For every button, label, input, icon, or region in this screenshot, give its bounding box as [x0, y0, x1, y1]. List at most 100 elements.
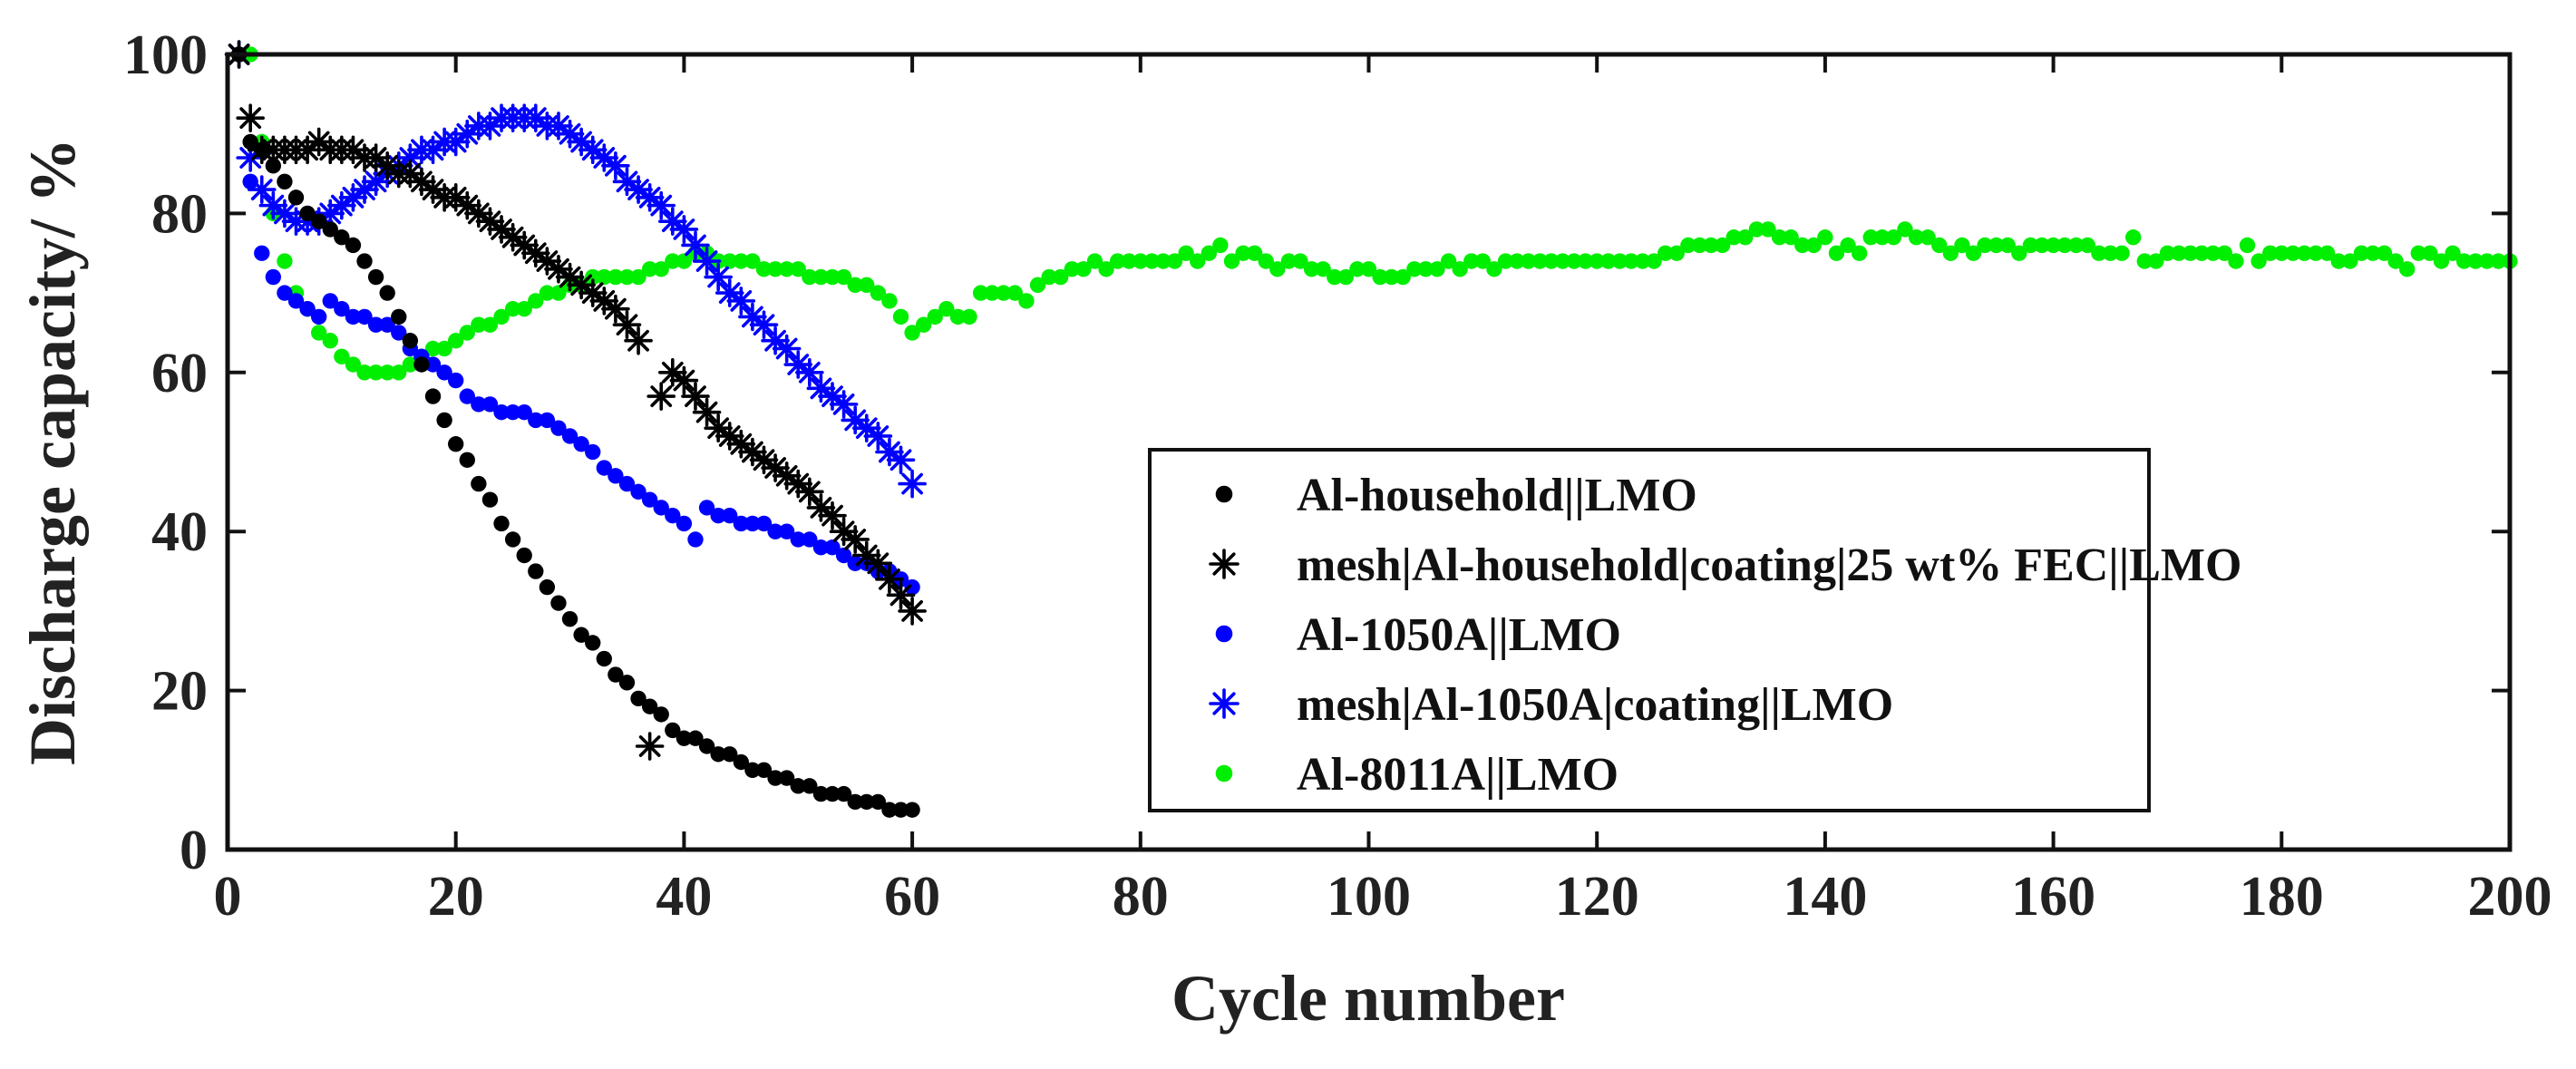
- data-point: [778, 261, 795, 277]
- data-point: [1828, 245, 1845, 261]
- data-point: [1337, 268, 1355, 286]
- data-point: [1703, 237, 1719, 254]
- data-point: [1053, 268, 1069, 286]
- data-point: [561, 428, 578, 444]
- data-point: [802, 778, 818, 794]
- data-point: [436, 364, 452, 381]
- data-point: [744, 253, 761, 269]
- data-point: [555, 262, 585, 292]
- data-point: [733, 753, 750, 771]
- y-tick-label: 60: [151, 343, 208, 404]
- data-point: [1885, 229, 1902, 246]
- data-point: [1429, 261, 1445, 277]
- data-point: [618, 675, 636, 691]
- data-point: [1280, 253, 1298, 269]
- data-point: [1725, 229, 1742, 246]
- data-point: [778, 770, 795, 786]
- data-point: [379, 364, 395, 381]
- data-point: [550, 285, 567, 301]
- data-point: [841, 525, 870, 554]
- data-point: [361, 143, 391, 172]
- data-point: [596, 650, 612, 667]
- data-point: [2114, 245, 2130, 261]
- data-point: [459, 325, 475, 341]
- data-point: [847, 793, 863, 811]
- data-point: [722, 253, 738, 269]
- data-point: [418, 135, 448, 165]
- plot-data: [224, 40, 2518, 818]
- data-point: [407, 167, 436, 197]
- data-point: [2467, 253, 2484, 269]
- legend: Al-household||LMO mesh|Al-household|coati…: [1148, 448, 2241, 812]
- data-point: [795, 477, 824, 507]
- legend-item: mesh|Al-1050A|coating||LMO: [1209, 679, 1893, 731]
- data-point: [1166, 253, 1183, 269]
- data-point: [1041, 268, 1057, 286]
- data-point: [1771, 229, 1788, 246]
- data-point: [345, 356, 362, 373]
- legend-item: Al-1050A||LMO: [1215, 609, 1621, 661]
- legend-label: Al-1050A||LMO: [1297, 609, 1621, 661]
- data-point: [424, 340, 442, 357]
- data-point: [1554, 253, 1571, 269]
- data-point: [961, 308, 977, 326]
- data-point: [322, 221, 338, 238]
- data-point: [1897, 221, 1913, 238]
- data-point: [448, 333, 464, 349]
- data-point: [676, 515, 693, 532]
- data-point: [573, 627, 589, 643]
- data-point: [618, 268, 636, 286]
- data-point: [299, 205, 316, 222]
- data-point: [835, 785, 852, 802]
- data-point: [2308, 245, 2324, 261]
- data-point: [635, 183, 665, 212]
- legend-items: Al-household||LMO mesh|Al-household|coati…: [1209, 470, 2241, 801]
- data-point: [2410, 245, 2427, 261]
- data-point: [2250, 253, 2267, 269]
- data-point: [2433, 253, 2450, 269]
- data-point: [1383, 268, 1400, 286]
- data-point: [641, 698, 658, 714]
- data-point: [1190, 253, 1206, 269]
- data-point: [2353, 245, 2370, 261]
- data-point: [665, 507, 681, 524]
- data-point: [391, 308, 407, 326]
- data-point: [863, 422, 893, 451]
- data-point: [481, 396, 499, 413]
- x-tick-label: 40: [656, 866, 712, 928]
- data-point: [596, 268, 612, 286]
- data-point: [2045, 237, 2062, 254]
- data-point: [847, 555, 863, 571]
- data-point: [2068, 237, 2085, 254]
- data-point: [829, 517, 859, 547]
- x-tick-label: 100: [1327, 866, 1411, 928]
- data-point: [1258, 253, 1274, 269]
- data-point: [2125, 229, 2142, 246]
- data-point: [1086, 253, 1103, 269]
- data-point: [665, 253, 681, 269]
- data-point: [356, 364, 373, 381]
- data-point: [916, 316, 932, 333]
- data-point: [984, 285, 1000, 301]
- data-point: [464, 199, 493, 228]
- data-point: [1269, 261, 1286, 277]
- data-point: [875, 565, 904, 594]
- data-point: [356, 308, 373, 326]
- data-point: [859, 793, 875, 811]
- data-point: [1372, 268, 1388, 286]
- x-tick-label: 0: [214, 866, 242, 928]
- data-point: [402, 356, 419, 373]
- data-point: [1840, 237, 1856, 254]
- data-point: [795, 357, 824, 387]
- data-point: [658, 207, 687, 236]
- data-point: [1999, 237, 2016, 254]
- data-point: [892, 802, 909, 818]
- x-tick-label: 120: [1555, 866, 1639, 928]
- data-point: [653, 500, 669, 516]
- data-point: [767, 770, 783, 786]
- data-point: [459, 388, 475, 404]
- data-point: [2239, 237, 2256, 254]
- data-point: [528, 412, 544, 429]
- x-tick-label: 20: [428, 866, 484, 928]
- data-point: [2422, 245, 2438, 261]
